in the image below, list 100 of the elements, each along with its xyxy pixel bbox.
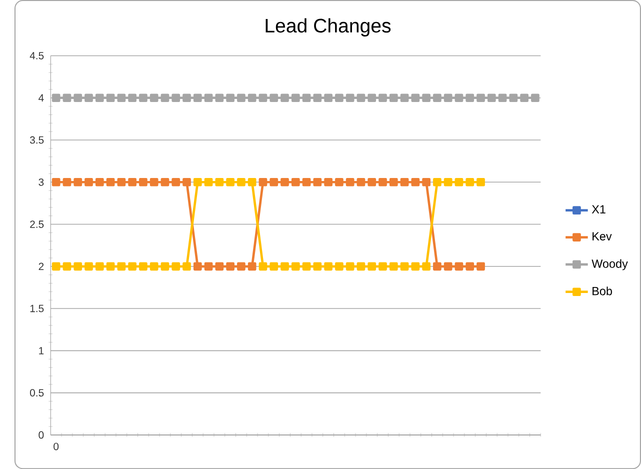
point xyxy=(280,178,289,186)
point xyxy=(150,262,158,270)
point xyxy=(128,178,136,186)
point xyxy=(389,262,398,270)
y-tick-label: 2 xyxy=(38,262,44,270)
point xyxy=(52,262,60,270)
point xyxy=(106,262,115,270)
point xyxy=(193,94,202,102)
point xyxy=(400,94,409,102)
point xyxy=(411,178,420,186)
point xyxy=(313,178,322,186)
point xyxy=(400,178,409,186)
y-tick-label: 4 xyxy=(38,94,44,102)
point xyxy=(302,178,311,186)
point xyxy=(444,94,452,102)
point xyxy=(117,262,126,270)
point xyxy=(356,94,366,102)
point xyxy=(422,94,430,102)
point xyxy=(74,94,82,102)
point xyxy=(389,94,398,102)
point xyxy=(280,262,289,270)
point xyxy=(226,262,234,270)
point xyxy=(476,94,485,102)
point xyxy=(84,94,93,102)
point xyxy=(466,178,474,186)
point xyxy=(258,178,268,186)
point xyxy=(476,178,485,186)
point xyxy=(160,262,170,270)
point xyxy=(52,94,60,102)
point xyxy=(215,178,224,186)
point xyxy=(95,262,104,270)
point xyxy=(400,262,409,270)
point xyxy=(160,94,170,102)
point xyxy=(411,262,420,270)
legend-label: Woody xyxy=(592,259,628,270)
legend-label: Bob xyxy=(592,286,612,296)
y-tick-label: 0 xyxy=(38,431,44,439)
point xyxy=(291,94,300,102)
point xyxy=(128,262,136,270)
point xyxy=(466,262,474,270)
point xyxy=(324,178,332,186)
point xyxy=(270,262,278,270)
point xyxy=(270,178,278,186)
point xyxy=(182,94,191,102)
point xyxy=(444,178,452,186)
point xyxy=(378,262,387,270)
y-tick-label: 1.5 xyxy=(30,304,44,312)
legend-label: X1 xyxy=(592,205,606,214)
point xyxy=(172,262,180,270)
y-tick-label: 3 xyxy=(38,178,44,186)
y-tick-label: 2.5 xyxy=(30,220,44,228)
point xyxy=(237,262,246,270)
point xyxy=(248,94,256,102)
point xyxy=(74,178,82,186)
point xyxy=(95,94,104,102)
point xyxy=(466,94,474,102)
point xyxy=(498,94,507,102)
point xyxy=(368,262,376,270)
point xyxy=(139,94,148,102)
point xyxy=(106,94,115,102)
point xyxy=(182,178,191,186)
point xyxy=(95,178,104,186)
point xyxy=(193,178,202,186)
point xyxy=(84,262,93,270)
point xyxy=(454,94,464,102)
point xyxy=(531,94,540,102)
point xyxy=(313,262,322,270)
point xyxy=(139,178,148,186)
point xyxy=(204,262,213,270)
point xyxy=(172,94,180,102)
point xyxy=(237,178,246,186)
point xyxy=(509,94,518,102)
point xyxy=(346,262,354,270)
point xyxy=(335,178,344,186)
point xyxy=(368,94,376,102)
point xyxy=(356,178,366,186)
point xyxy=(248,178,256,186)
point xyxy=(313,94,322,102)
point xyxy=(346,178,354,186)
point xyxy=(258,262,268,270)
point xyxy=(302,262,311,270)
point xyxy=(335,94,344,102)
legend-label: Kev xyxy=(592,232,612,240)
point xyxy=(280,94,289,102)
point xyxy=(237,94,246,102)
point xyxy=(74,262,82,270)
point xyxy=(433,262,442,270)
chart-title: Lead Changes xyxy=(266,18,391,36)
point xyxy=(356,262,366,270)
point xyxy=(487,94,496,102)
point xyxy=(62,178,72,186)
point xyxy=(422,178,430,186)
point xyxy=(248,262,256,270)
point xyxy=(335,262,344,270)
point xyxy=(433,94,442,102)
point xyxy=(215,94,224,102)
point xyxy=(302,94,311,102)
point xyxy=(389,178,398,186)
point xyxy=(215,262,224,270)
point xyxy=(150,178,158,186)
